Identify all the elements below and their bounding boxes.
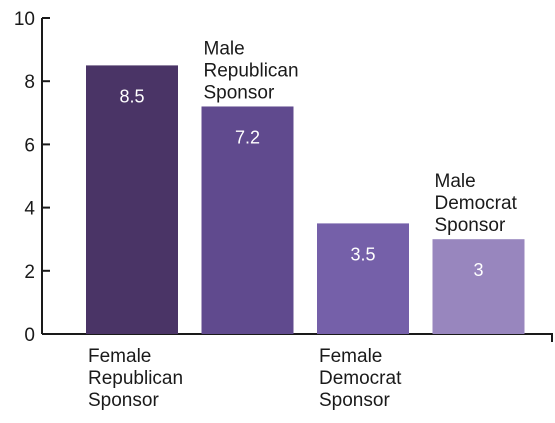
y-tick-label: 0 bbox=[24, 325, 35, 346]
y-tick-label: 6 bbox=[24, 135, 35, 156]
bar bbox=[317, 223, 409, 334]
bars bbox=[86, 65, 525, 335]
labels: 8.5FemaleRepublicanSponsor7.2MaleRepubli… bbox=[88, 38, 518, 411]
bar-value-label: 8.5 bbox=[119, 86, 144, 106]
category-label-line: Male bbox=[204, 38, 245, 59]
category-label-line: Male bbox=[435, 171, 476, 192]
bar-value-label: 3.5 bbox=[350, 244, 375, 264]
bar bbox=[201, 106, 294, 334]
category-label-line: Democrat bbox=[319, 368, 402, 389]
category-label-line: Democrat bbox=[435, 193, 518, 214]
category-label-line: Sponsor bbox=[204, 82, 275, 103]
category-label-line: Republican bbox=[88, 368, 183, 389]
y-tick-label: 4 bbox=[24, 199, 35, 220]
y-tick-label: 10 bbox=[14, 9, 35, 30]
category-label-line: Sponsor bbox=[319, 390, 390, 411]
bar bbox=[86, 65, 178, 335]
y-tick-label: 2 bbox=[24, 262, 35, 283]
category-label-line: Republican bbox=[204, 60, 299, 81]
bar-value-label: 3 bbox=[473, 260, 483, 280]
bar-value-label: 7.2 bbox=[235, 127, 260, 147]
category-label-line: Sponsor bbox=[435, 215, 506, 236]
y-tick-label: 8 bbox=[24, 72, 35, 93]
category-label-line: Female bbox=[88, 346, 151, 367]
category-label-line: Female bbox=[319, 346, 382, 367]
bar bbox=[432, 239, 525, 334]
category-label-line: Sponsor bbox=[88, 390, 159, 411]
